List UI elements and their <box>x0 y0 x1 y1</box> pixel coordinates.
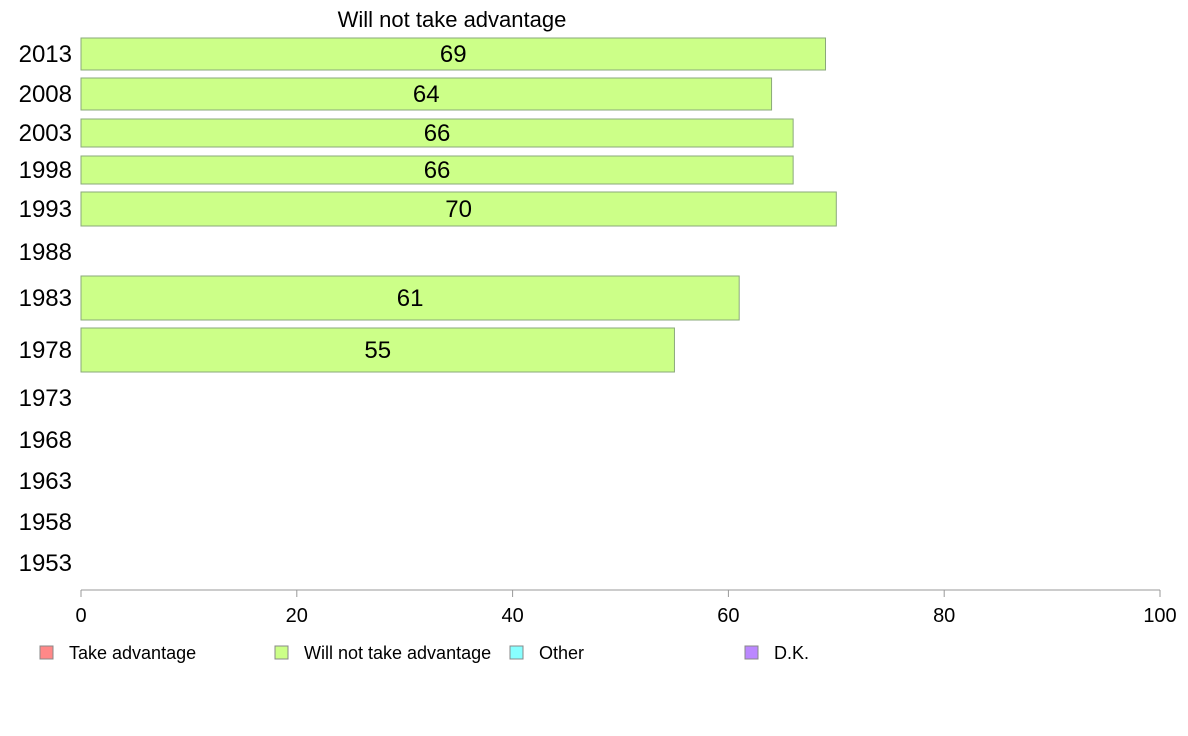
year-label-1953: 1953 <box>19 550 72 577</box>
x-tick-label-20: 20 <box>286 605 308 627</box>
bar-1983 <box>80 275 740 321</box>
legend-label-take-advantage: Take advantage <box>69 643 196 663</box>
year-label-1988: 1988 <box>19 239 72 266</box>
year-label-1973: 1973 <box>19 385 72 412</box>
legend-swatch-d-k <box>744 645 759 660</box>
bar-1978 <box>80 327 675 373</box>
bar-2013 <box>80 37 827 71</box>
x-tick-label-0: 0 <box>75 605 86 627</box>
bar-2003 <box>80 118 794 148</box>
x-tick-label-40: 40 <box>501 605 523 627</box>
bar-2008 <box>80 77 773 111</box>
value-label-1983: 61 <box>397 285 424 312</box>
year-label-1963: 1963 <box>19 468 72 495</box>
year-label-2008: 2008 <box>19 81 72 108</box>
x-tick-label-80: 80 <box>933 605 955 627</box>
x-tick-label-60: 60 <box>717 605 739 627</box>
legend: Take advantage Will not take advantage Oth… <box>39 643 809 663</box>
bar-1998 <box>80 155 794 185</box>
legend-label-d-k: D.K. <box>774 643 809 663</box>
year-label-2003: 2003 <box>19 120 72 147</box>
value-label-1998: 66 <box>424 157 451 184</box>
value-label-1978: 55 <box>364 337 391 364</box>
value-label-2013: 69 <box>440 41 467 68</box>
value-label-2003: 66 <box>424 120 451 147</box>
year-label-1983: 1983 <box>19 285 72 312</box>
year-label-1993: 1993 <box>19 196 72 223</box>
year-label-1998: 1998 <box>19 157 72 184</box>
year-label-1968: 1968 <box>19 427 72 454</box>
legend-swatch-take-advantage <box>39 645 54 660</box>
x-axis: 0 20 40 60 80 100 <box>75 589 1177 627</box>
year-label-1978: 1978 <box>19 337 72 364</box>
value-label-2008: 64 <box>413 81 440 108</box>
year-label-1958: 1958 <box>19 509 72 536</box>
legend-label-will-not-take-advantage: Will not take advantage <box>304 643 491 663</box>
chart-title: Will not take advantage <box>338 7 567 32</box>
legend-label-other: Other <box>539 643 584 663</box>
legend-swatch-will-not-take-advantage <box>274 645 289 660</box>
year-labels: 2013 2008 2003 1998 1993 1988 1983 1978 1973 1968… <box>19 41 72 577</box>
legend-swatch-other <box>509 645 524 660</box>
year-label-2013: 2013 <box>19 41 72 68</box>
value-label-1993: 70 <box>445 196 472 223</box>
bars-layer <box>80 37 837 373</box>
bar-1993 <box>80 191 837 227</box>
x-tick-label-100: 100 <box>1143 605 1176 627</box>
